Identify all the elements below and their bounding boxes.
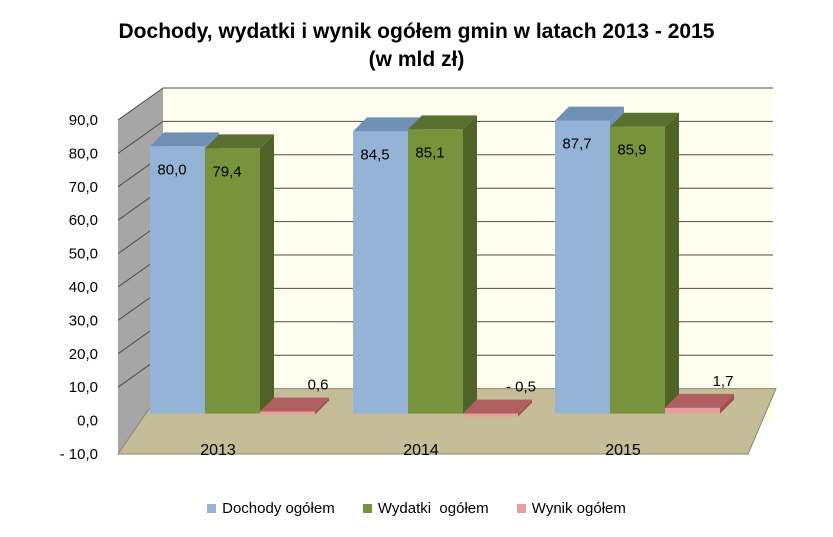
y-tick-label: 20,0 xyxy=(69,346,98,363)
chart-title-line1: Dochody, wydatki i wynik ogółem gmin w l… xyxy=(118,20,715,43)
bar-top-wynik-2014 xyxy=(463,399,532,414)
bar-wydatki-2015 xyxy=(610,126,665,414)
legend-swatch-wydatki xyxy=(362,504,372,513)
bar-top-dochody-2015 xyxy=(555,106,624,121)
bar-dochody-2014 xyxy=(353,131,408,414)
chart-title: Dochody, wydatki i wynik ogółem gmin w l… xyxy=(0,18,833,74)
data-label-dochody-2014: 84,5 xyxy=(360,146,389,163)
bar-side-wynik-2013 xyxy=(315,397,329,415)
data-label-wynik-2013: 0,6 xyxy=(308,377,329,394)
y-tick-label: 70,0 xyxy=(69,179,98,196)
bar-dochody-2015 xyxy=(555,120,610,414)
y-tick-label: 50,0 xyxy=(69,246,98,263)
legend-label-wynik: Wynik ogółem xyxy=(531,500,626,517)
bar-side-wydatki-2013 xyxy=(260,134,274,414)
legend-item-wydatki: Wydatki ogółem xyxy=(362,500,489,517)
bar-top-dochody-2013 xyxy=(150,132,219,147)
data-label-dochody-2013: 80,0 xyxy=(157,161,186,178)
bar-side-wydatki-2015 xyxy=(665,112,679,414)
data-label-wydatki-2015: 85,9 xyxy=(617,142,646,159)
legend: Dochody ogółem Wydatki ogółem Wynik ogół… xyxy=(0,500,833,517)
data-label-wynik-2014: - 0,5 xyxy=(506,379,536,396)
gridline-side xyxy=(117,87,164,121)
bar-top-dochody-2014 xyxy=(353,117,422,132)
bar-dochody-2013 xyxy=(150,146,205,414)
bar-wydatki-2013 xyxy=(205,148,260,414)
legend-swatch-wynik xyxy=(516,504,526,513)
bar-side-wydatki-2014 xyxy=(463,115,477,414)
bar-wynik-2014 xyxy=(463,413,518,417)
bar-top-wydatki-2014 xyxy=(408,115,477,130)
legend-swatch-dochody xyxy=(207,504,217,513)
gridline-side xyxy=(117,120,164,154)
data-label-wynik-2015: 1,7 xyxy=(713,373,734,390)
bar-wynik-2013 xyxy=(260,411,315,415)
bar-wynik-2015 xyxy=(665,407,720,414)
y-tick-label: 30,0 xyxy=(69,312,98,329)
x-tick-label: 2013 xyxy=(200,442,236,459)
legend-label-dochody: Dochody ogółem xyxy=(222,500,335,517)
bar-side-wynik-2015 xyxy=(720,393,734,414)
x-tick-label: 2014 xyxy=(403,442,439,459)
bar-wydatki-2014 xyxy=(408,129,463,414)
chart-canvas: - 10,0 0,0 10,0 20,0 30,0 40,0 50,0 60,0 70,0 80,… xyxy=(60,87,777,463)
bar-top-wynik-2013 xyxy=(260,397,329,412)
data-label-dochody-2015: 87,7 xyxy=(562,136,591,153)
data-label-wydatki-2014: 85,1 xyxy=(415,144,444,161)
y-tick-label: 0,0 xyxy=(77,413,98,430)
legend-item-dochody: Dochody ogółem xyxy=(207,500,335,517)
y-tick-label: 40,0 xyxy=(69,279,98,296)
y-tick-label: 90,0 xyxy=(69,112,98,129)
chart-title-line2: (w mld zł) xyxy=(368,48,465,71)
y-tick-label: 10,0 xyxy=(69,379,98,396)
y-tick-label: 60,0 xyxy=(69,212,98,229)
bar-top-wynik-2015 xyxy=(665,393,734,408)
y-tick-label: - 10,0 xyxy=(60,446,98,463)
legend-label-wydatki: Wydatki ogółem xyxy=(377,500,489,517)
legend-item-wynik: Wynik ogółem xyxy=(516,500,626,517)
x-tick-label: 2015 xyxy=(605,442,641,459)
data-label-wydatki-2013: 79,4 xyxy=(212,163,241,180)
y-tick-label: 80,0 xyxy=(69,145,98,162)
bar-top-wydatki-2013 xyxy=(205,134,274,149)
bar-side-wynik-2014 xyxy=(518,399,532,417)
bar-top-wydatki-2015 xyxy=(610,112,679,127)
